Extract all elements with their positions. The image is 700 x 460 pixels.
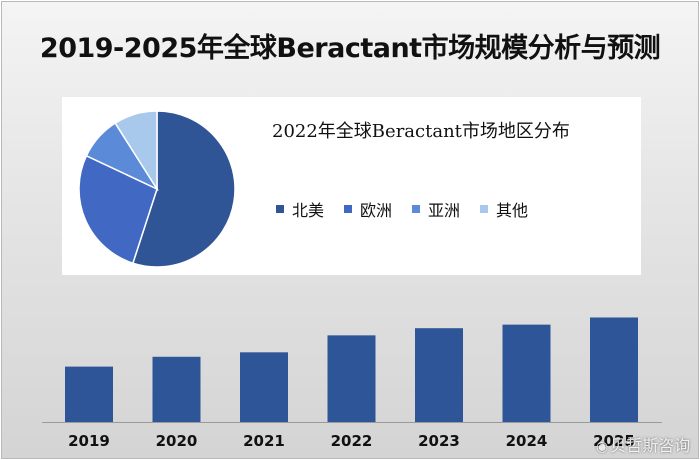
pie-chart xyxy=(78,110,236,268)
bar-2022 xyxy=(327,335,376,422)
legend-item-europe: 欧洲 xyxy=(344,197,392,221)
x-tick-label: 2019 xyxy=(68,432,110,450)
legend-swatch xyxy=(480,205,489,213)
bar-2025 xyxy=(590,317,638,422)
pie-slice-3 xyxy=(114,110,158,192)
bar-2024 xyxy=(502,324,551,422)
legend-label: 其他 xyxy=(496,201,529,220)
legend-item-north-america: 北美 xyxy=(276,197,324,221)
bar-2023 xyxy=(415,328,463,422)
x-tick-label: 2022 xyxy=(331,432,373,450)
bar-chart: 2019 2020 2021 2022 2023 2024 2025 xyxy=(42,317,662,450)
legend-label: 亚洲 xyxy=(428,201,461,220)
x-tick-label: 2024 xyxy=(506,432,548,450)
main-title: 2019-2025年全球Beractant市场规模分析与预测 xyxy=(39,33,661,64)
legend-label: 欧洲 xyxy=(360,201,393,220)
pie-legend: 北美 欧洲 亚洲 其他 xyxy=(276,197,548,221)
pie-slice-0 xyxy=(131,110,236,268)
bar-2021 xyxy=(240,352,288,422)
bar-2020 xyxy=(152,356,201,422)
x-tick-label: 2023 xyxy=(418,432,460,450)
legend-swatch xyxy=(344,205,353,213)
pie-title: 2022年全球Beractant市场地区分布 xyxy=(272,121,570,142)
weibo-icon: ◉ xyxy=(596,439,609,455)
legend-item-other: 其他 xyxy=(480,197,528,221)
bar-2019 xyxy=(65,366,113,422)
legend-item-asia: 亚洲 xyxy=(412,197,460,221)
pie-panel: 2022年全球Beractant市场地区分布 北美 欧洲 亚洲 其他 xyxy=(62,97,641,275)
watermark: ◉ 贝哲斯咨询 xyxy=(596,432,690,456)
legend-swatch xyxy=(412,205,421,213)
legend-label: 北美 xyxy=(292,201,325,220)
x-tick-label: 2025 xyxy=(593,432,635,450)
x-tick-label: 2020 xyxy=(156,432,198,450)
watermark-text: 贝哲斯咨询 xyxy=(610,436,691,455)
pie-slice-1 xyxy=(78,154,158,265)
legend-swatch xyxy=(276,205,284,213)
x-tick-label: 2021 xyxy=(243,432,285,450)
